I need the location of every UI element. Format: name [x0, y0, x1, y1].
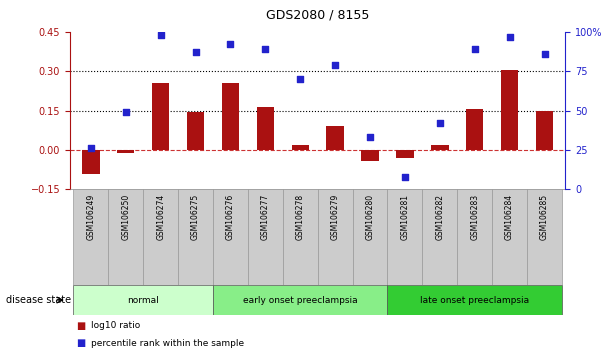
Point	[540, 51, 550, 57]
Text: log10 ratio: log10 ratio	[91, 321, 140, 330]
Bar	[396, 150, 413, 158]
Text: late onset preeclampsia: late onset preeclampsia	[420, 296, 530, 304]
Text: GSM106282: GSM106282	[435, 194, 444, 240]
Point	[226, 42, 235, 47]
Text: GSM106275: GSM106275	[191, 194, 200, 240]
Text: GSM106281: GSM106281	[401, 194, 409, 240]
Point	[295, 76, 305, 82]
Text: GSM106284: GSM106284	[505, 194, 514, 240]
Bar	[457, 189, 492, 285]
Bar	[187, 112, 204, 150]
Point	[365, 135, 375, 140]
Text: GSM106280: GSM106280	[365, 194, 375, 240]
Bar	[431, 145, 449, 150]
Point	[191, 50, 201, 55]
Point	[330, 62, 340, 68]
Text: GSM106283: GSM106283	[470, 194, 479, 240]
Text: disease state: disease state	[6, 295, 71, 305]
Text: ■: ■	[76, 338, 85, 348]
Bar	[492, 189, 527, 285]
Bar	[501, 70, 519, 150]
Bar	[82, 150, 100, 174]
Text: early onset preeclampsia: early onset preeclampsia	[243, 296, 358, 304]
Bar	[257, 107, 274, 150]
Text: GSM106285: GSM106285	[540, 194, 549, 240]
Bar	[466, 109, 483, 150]
Point	[260, 46, 270, 52]
Bar	[248, 189, 283, 285]
Text: GSM106250: GSM106250	[121, 194, 130, 240]
Text: GDS2080 / 8155: GDS2080 / 8155	[266, 8, 370, 21]
Point	[505, 34, 514, 39]
Text: GSM106278: GSM106278	[295, 194, 305, 240]
Bar	[423, 189, 457, 285]
Bar	[74, 285, 213, 315]
Bar	[353, 189, 387, 285]
Point	[470, 46, 480, 52]
Text: GSM106249: GSM106249	[86, 194, 95, 240]
Bar	[283, 189, 317, 285]
Text: normal: normal	[127, 296, 159, 304]
Bar	[291, 145, 309, 150]
Text: GSM106276: GSM106276	[226, 194, 235, 240]
Bar	[213, 285, 387, 315]
Bar	[326, 126, 344, 150]
Bar	[178, 189, 213, 285]
Bar	[318, 189, 353, 285]
Bar	[74, 189, 108, 285]
Bar	[361, 150, 379, 160]
Text: GSM106274: GSM106274	[156, 194, 165, 240]
Bar	[387, 189, 423, 285]
Text: percentile rank within the sample: percentile rank within the sample	[91, 339, 244, 348]
Bar	[387, 285, 562, 315]
Text: GSM106277: GSM106277	[261, 194, 270, 240]
Point	[156, 32, 165, 38]
Text: ■: ■	[76, 321, 85, 331]
Bar	[222, 83, 239, 150]
Text: GSM106279: GSM106279	[331, 194, 340, 240]
Point	[121, 109, 131, 115]
Point	[400, 174, 410, 179]
Bar	[117, 150, 134, 153]
Point	[86, 145, 95, 151]
Bar	[152, 83, 170, 150]
Bar	[536, 112, 553, 150]
Bar	[213, 189, 248, 285]
Bar	[527, 189, 562, 285]
Bar	[143, 189, 178, 285]
Bar	[108, 189, 143, 285]
Point	[435, 120, 444, 126]
